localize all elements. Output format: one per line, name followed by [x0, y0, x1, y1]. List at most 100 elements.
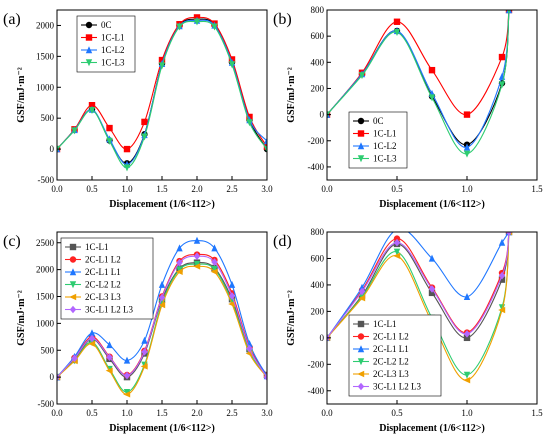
- y-tick-label: 200: [311, 83, 325, 93]
- x-tick-label: 1.5: [531, 408, 543, 418]
- data-point: [393, 235, 401, 242]
- data-point: [141, 133, 148, 141]
- axes-frame: [326, 9, 538, 181]
- y-tick-label: 600: [311, 253, 325, 263]
- legend-marker: [69, 243, 77, 251]
- data-point: [498, 238, 506, 246]
- legend: 0C 1C-L1 1C-L2 1C-L3: [348, 111, 408, 169]
- x-tick-label: 0.0: [321, 408, 333, 418]
- legend-marker: [357, 117, 365, 125]
- data-point: [176, 258, 183, 267]
- data-point: [193, 18, 201, 26]
- legend-marker: [69, 256, 77, 263]
- data-point: [463, 371, 471, 379]
- x-tick-label: 0.5: [86, 184, 98, 194]
- x-tick-label: 0.0: [51, 408, 63, 418]
- legend-label: 1C-L3: [101, 58, 125, 68]
- data-point: [211, 244, 218, 252]
- data-point: [263, 373, 267, 381]
- legend-label: 1C-L1: [373, 319, 397, 329]
- x-tick-label: 2.5: [226, 408, 238, 418]
- legend-label: 1C-L2: [101, 45, 125, 55]
- legend-label: 2C-L1 L1: [373, 344, 409, 354]
- data-point: [428, 66, 436, 74]
- x-tick-label: 1.0: [461, 408, 473, 418]
- chart-panel-2: 0.0 0.5 1.0 1.5 -400 -200 0 200 400 600 800 Displac…: [273, 5, 543, 210]
- data-point: [428, 289, 436, 297]
- legend-marker: [85, 59, 93, 67]
- data-point: [176, 244, 183, 252]
- legend-label: 1C-L2: [373, 141, 397, 151]
- data-point: [358, 294, 366, 302]
- y-tick-label: 400: [311, 57, 325, 67]
- data-point: [463, 111, 471, 118]
- y-tick-label: -500: [38, 175, 55, 185]
- y-tick-label: 600: [311, 31, 325, 41]
- series-line-2: [327, 10, 510, 116]
- data-point: [428, 94, 436, 102]
- data-point: [507, 10, 511, 14]
- legend-label: 1C-L3: [373, 154, 397, 164]
- legend-label: 2C-L2 L2: [85, 280, 121, 290]
- y-tick-label: 400: [311, 280, 325, 290]
- y-tick-label: 0: [50, 144, 55, 154]
- data-point: [193, 236, 201, 244]
- legend-marker: [357, 382, 365, 391]
- x-tick-label: 0.5: [391, 184, 403, 194]
- data-point: [176, 23, 183, 31]
- legend-marker: [69, 293, 77, 301]
- data-point: [88, 106, 96, 114]
- y-tick-label: 1500: [36, 292, 55, 302]
- data-point: [358, 287, 366, 296]
- data-point: [393, 29, 401, 37]
- y-axis-label: GSF/mJ·m⁻²: [286, 290, 297, 346]
- x-axis-label: Displacement (1/6<112>): [379, 199, 485, 210]
- data-point: [463, 330, 471, 338]
- data-point: [428, 254, 436, 262]
- legend-marker: [69, 268, 77, 276]
- legend-label: 3C-L1 L2 L3: [373, 382, 421, 392]
- data-point: [106, 341, 113, 349]
- x-tick-label: 1.5: [156, 408, 168, 418]
- y-axis-label: GSF/mJ·m⁻²: [16, 290, 27, 346]
- plot-area: [57, 14, 267, 172]
- legend-marker: [69, 281, 77, 289]
- data-point: [106, 137, 113, 145]
- data-point: [158, 293, 166, 302]
- legend-marker: [357, 130, 365, 137]
- x-axis-label: Displacement (1/6<112>): [379, 423, 485, 434]
- data-point: [175, 268, 183, 275]
- data-point: [158, 62, 166, 70]
- y-tick-label: 2000: [36, 20, 55, 30]
- legend-label: 2C-L3 L3: [85, 292, 121, 302]
- x-tick-label: 2.5: [226, 184, 238, 194]
- panel-label: (d): [273, 233, 292, 250]
- legend-marker: [357, 155, 365, 163]
- y-tick-label: 2500: [36, 238, 55, 248]
- legend-marker: [85, 34, 93, 41]
- y-tick-label: -200: [308, 359, 325, 369]
- data-point: [263, 145, 267, 153]
- x-axis-label: Displacement (1/6<112>): [109, 423, 215, 434]
- y-tick-label: 0: [50, 372, 55, 382]
- data-point: [88, 334, 96, 343]
- legend-label: 1C-L1: [373, 129, 397, 139]
- data-point: [211, 258, 218, 266]
- data-point: [123, 164, 131, 172]
- y-tick-label: 2000: [36, 265, 55, 275]
- y-tick-label: 500: [41, 113, 55, 123]
- y-tick-label: -400: [308, 162, 325, 172]
- data-point: [210, 268, 218, 275]
- data-point: [463, 293, 471, 301]
- legend-label: 2C-L1 L1: [85, 267, 121, 277]
- data-point: [105, 367, 113, 374]
- legend-label: 2C-L2 L2: [373, 357, 409, 367]
- y-tick-label: 1000: [36, 318, 55, 328]
- data-point: [193, 263, 201, 270]
- legend-marker: [357, 142, 365, 150]
- panel-label: (a): [3, 11, 21, 28]
- chart-panel-4: 0.0 0.5 1.0 1.5 -400 -200 0 200 400 600 800 Displac…: [273, 227, 543, 434]
- legend-marker: [357, 345, 365, 353]
- data-point: [263, 137, 267, 145]
